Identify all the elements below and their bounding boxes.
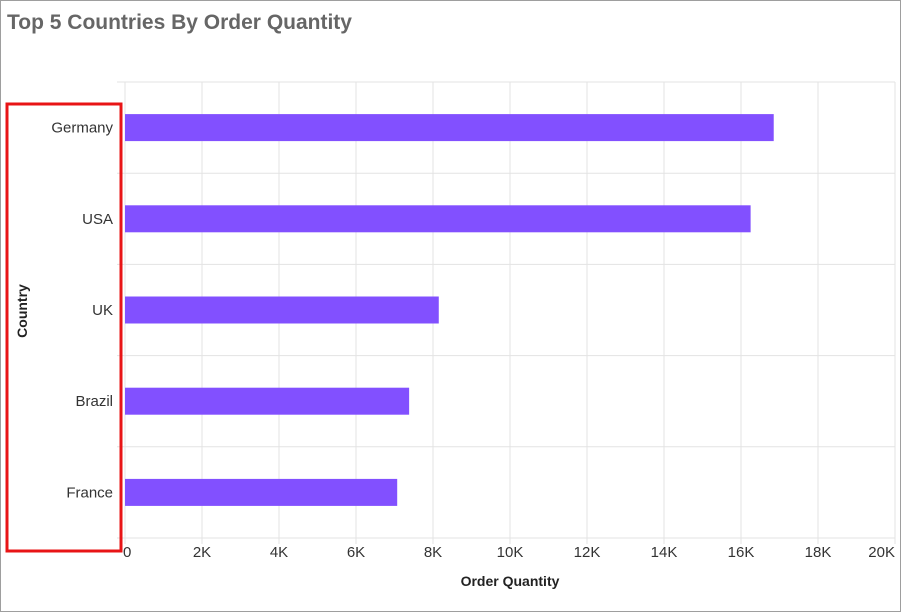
y-tick-label: France	[66, 484, 113, 501]
x-tick-label: 18K	[805, 544, 832, 561]
bars	[125, 114, 774, 506]
bar-germany[interactable]	[125, 114, 774, 142]
x-tick-label: 20K	[868, 544, 895, 561]
bar-usa[interactable]	[125, 205, 751, 233]
chart-title: Top 5 Countries By Order Quantity	[7, 11, 352, 34]
bar-brazil[interactable]	[125, 387, 410, 415]
x-tick-labels: 0 2K 4K 6K 8K 10K 12K 14K 16K 18K 20K	[123, 544, 895, 561]
bar-france[interactable]	[125, 478, 398, 506]
x-tick-label: 14K	[651, 544, 678, 561]
x-tick-label: 6K	[347, 544, 365, 561]
x-tick-label: 8K	[424, 544, 442, 561]
y-tick-label: USA	[82, 211, 113, 228]
y-tick-label: UK	[92, 302, 113, 319]
y-tick-label: Brazil	[75, 393, 113, 410]
x-tick-label: 16K	[728, 544, 755, 561]
x-tick-label: 4K	[270, 544, 288, 561]
y-tick-labels: Germany USA UK Brazil France	[51, 120, 113, 502]
y-tick-label: Germany	[51, 120, 113, 137]
x-tick-label: 12K	[574, 544, 601, 561]
x-axis-title: Order Quantity	[461, 573, 560, 589]
bar-uk[interactable]	[125, 296, 439, 324]
y-axis-title: Country	[14, 284, 30, 338]
x-tick-label: 0	[123, 544, 131, 561]
y-axis-highlight-box	[5, 102, 123, 553]
x-tick-label: 2K	[193, 544, 211, 561]
x-tick-label: 10K	[497, 544, 524, 561]
grid-lines	[117, 81, 896, 544]
